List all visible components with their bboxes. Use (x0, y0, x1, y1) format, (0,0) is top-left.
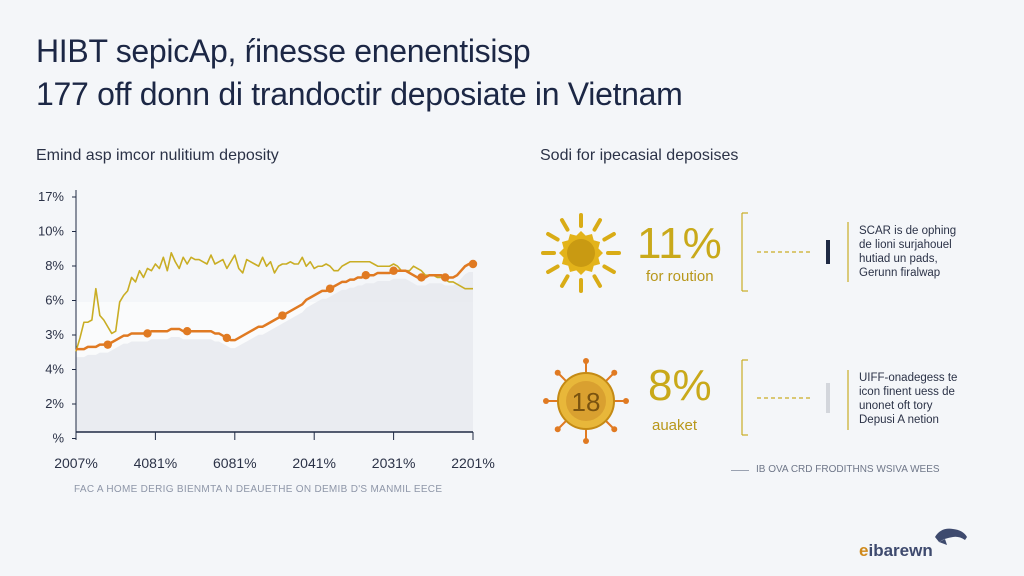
chart-subtitle: Emind asp imcor nulitium deposity (36, 147, 279, 164)
stat1-sublabel: for roution (646, 268, 714, 285)
title-line-2: 177 off donn di trandoctir deposiate in … (36, 76, 683, 112)
stat2-sublabel: auaket (652, 417, 698, 434)
coin-ray-dot (554, 426, 561, 433)
series-2-marker (103, 340, 112, 349)
series-2-marker (278, 311, 287, 320)
y-tick-label: 3% (45, 327, 64, 342)
series-2-marker (468, 259, 478, 269)
stat2-desc-line: unonet oft tory (859, 400, 933, 412)
series-layer (75, 252, 478, 352)
title-line-1: HIBT sepicAp, ŕinesse enenentisisp (36, 33, 531, 69)
series-2-marker (361, 271, 371, 280)
series-2-marker (143, 329, 152, 338)
sun-icon (541, 213, 621, 293)
footnote: IB OVA CRD FRODITHNS WSIVA WEES (756, 464, 940, 475)
coin-ray-dot (611, 369, 618, 376)
series-2-marker (325, 284, 335, 293)
sun-ray (592, 274, 602, 288)
page-title: HIBT sepicAp, ŕinesse enenentisisp 177 o… (36, 30, 936, 116)
x-tick-label: 2201% (451, 455, 495, 471)
stats-subtitle: Sodi for ipecasial deposises (540, 147, 739, 164)
x-axis-ticks: 2007% 4081% 6081% 2041% 2031% 2201% (54, 432, 495, 471)
stat2-desc-line: icon finent uess de (859, 386, 955, 398)
stat2-desc-line: Depusi A netion (859, 414, 939, 426)
x-tick-label: 6081% (213, 455, 257, 471)
coin-inner (566, 381, 606, 421)
y-tick-label: 4% (45, 362, 64, 377)
y-tick-label: % (52, 431, 64, 446)
series-2-marker (389, 266, 398, 275)
coin-label: 18 (572, 387, 601, 417)
y-tick-label: 10% (38, 224, 64, 239)
series-2-marker (441, 273, 450, 282)
stat2-value: 8% (648, 361, 712, 410)
stat1-desc-line: SCAR is de ophing (859, 225, 957, 237)
logo-mark-icon (935, 528, 967, 545)
sun-ray (602, 232, 616, 242)
chart-shadow-area (76, 272, 473, 432)
brand-logo[interactable]: eibarewn (859, 541, 933, 561)
coin-ray-dot (554, 369, 561, 376)
footnote-dash (731, 470, 749, 471)
series-2-marker (222, 333, 232, 343)
sun-ray (592, 218, 602, 232)
source-note: FAC A HOME DERIG BIENMTA N DEAUETHE ON D… (74, 484, 443, 495)
logo-initial: e (859, 541, 869, 560)
y-tick-label: 8% (45, 258, 64, 273)
y-tick-label: 2% (45, 396, 64, 411)
stat2-description: UIFF-onadegess te icon finent uess de un… (859, 371, 979, 427)
coin-ray-dot (611, 426, 618, 433)
x-tick-label: 4081% (134, 455, 178, 471)
series-line-2 (76, 262, 473, 351)
stat1-desc-line: hutiad un pads, (859, 253, 938, 265)
sun-ray (560, 274, 570, 288)
series-2-marker (417, 273, 426, 282)
shadow-area (76, 272, 473, 432)
sun-ray (602, 264, 616, 274)
sun-ray (546, 264, 560, 274)
x-tick-label: 2041% (292, 455, 336, 471)
sun-center (567, 239, 595, 267)
logo-text: ibarewn (868, 541, 933, 560)
stat2-marker (826, 383, 830, 413)
sun-ray (546, 232, 560, 242)
y-tick-label: 17% (38, 189, 64, 204)
coin-ray-dot (583, 358, 589, 364)
series-2-marker (182, 327, 192, 336)
coin-icon: 18 (543, 358, 629, 444)
coin-ray-dot (543, 398, 549, 404)
y-tick-label: 6% (45, 293, 64, 308)
x-tick-label: 2007% (54, 455, 98, 471)
y-axis-ticks: 17% 10% 8% 6% 3% 4% 2%% (38, 189, 76, 446)
x-tick-label: 2031% (372, 455, 416, 471)
coin-ray-dot (583, 438, 589, 444)
stat1-desc-line: Gerunn firalwap (859, 267, 941, 279)
sun-ray (560, 218, 570, 232)
stat1-description: SCAR is de ophing de lioni surjahouel hu… (859, 224, 979, 280)
stat1-value: 11% (637, 219, 722, 268)
stat2-desc-line: UIFF-onadegess te (859, 372, 958, 384)
coin-ray-dot (623, 398, 629, 404)
stat1-marker (826, 240, 830, 264)
stat1-desc-line: de lioni surjahouel (859, 239, 952, 251)
